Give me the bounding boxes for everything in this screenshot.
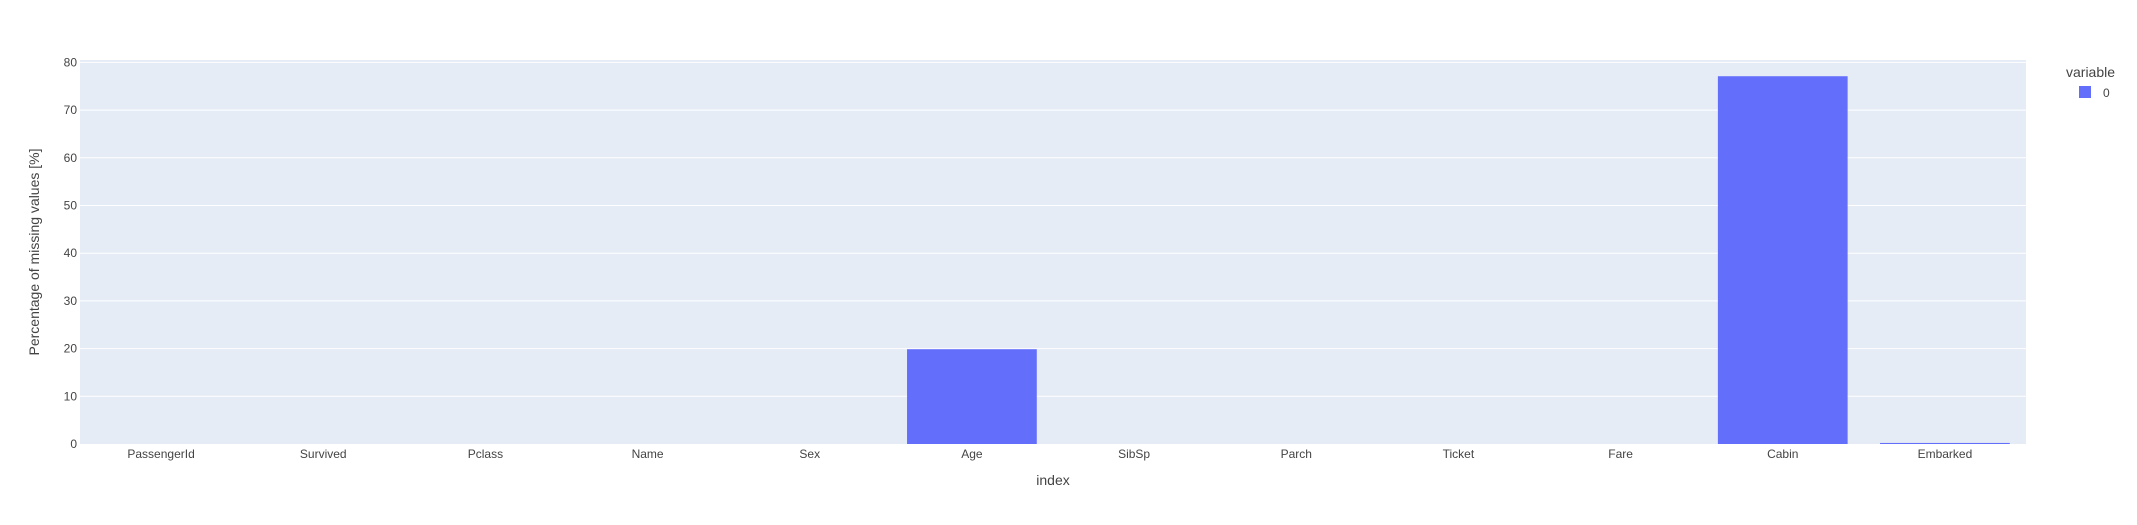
x-axis-ticks: PassengerId Survived Pclass Name Sex Age SibSp… — [127, 447, 1972, 461]
y-tick-label: 50 — [64, 198, 78, 212]
y-tick-label: 60 — [64, 151, 78, 165]
x-tick-label-survived: Survived — [300, 447, 347, 461]
y-axis-ticks: 0 10 20 30 40 50 60 70 80 — [64, 55, 78, 451]
y-tick-label: 20 — [64, 342, 78, 356]
bars — [907, 76, 2010, 445]
bar-embarked[interactable] — [1880, 442, 2010, 444]
x-tick-label-sibsp: SibSp — [1118, 447, 1150, 461]
x-tick-label-age: Age — [961, 447, 983, 461]
x-tick-label-embarked: Embarked — [1918, 447, 1973, 461]
legend: variable 0 — [2066, 64, 2115, 100]
legend-swatch — [2079, 86, 2091, 98]
legend-title: variable — [2066, 64, 2115, 80]
bar-age[interactable] — [907, 349, 1037, 444]
x-tick-label-passengerid: PassengerId — [127, 447, 194, 461]
x-tick-label-ticket: Ticket — [1443, 447, 1475, 461]
legend-item-0[interactable]: 0 — [2079, 86, 2110, 100]
x-tick-label-fare: Fare — [1608, 447, 1633, 461]
x-tick-label-sex: Sex — [799, 447, 820, 461]
x-tick-label-cabin: Cabin — [1767, 447, 1798, 461]
legend-label: 0 — [2103, 86, 2110, 100]
y-tick-label: 40 — [64, 246, 78, 260]
y-tick-label: 0 — [70, 437, 77, 451]
y-tick-label: 30 — [64, 294, 78, 308]
y-tick-label: 80 — [64, 55, 78, 69]
x-tick-label-parch: Parch — [1281, 447, 1312, 461]
plot-background — [80, 60, 2026, 444]
x-axis-title: index — [1036, 472, 1069, 488]
y-tick-label: 70 — [64, 103, 78, 117]
bar-cabin[interactable] — [1717, 76, 1848, 445]
gridlines — [80, 61, 2026, 397]
y-axis-title: Percentage of missing values [%] — [26, 149, 42, 356]
x-tick-label-pclass: Pclass — [468, 447, 503, 461]
x-tick-label-name: Name — [632, 447, 664, 461]
y-tick-label: 10 — [64, 389, 78, 403]
